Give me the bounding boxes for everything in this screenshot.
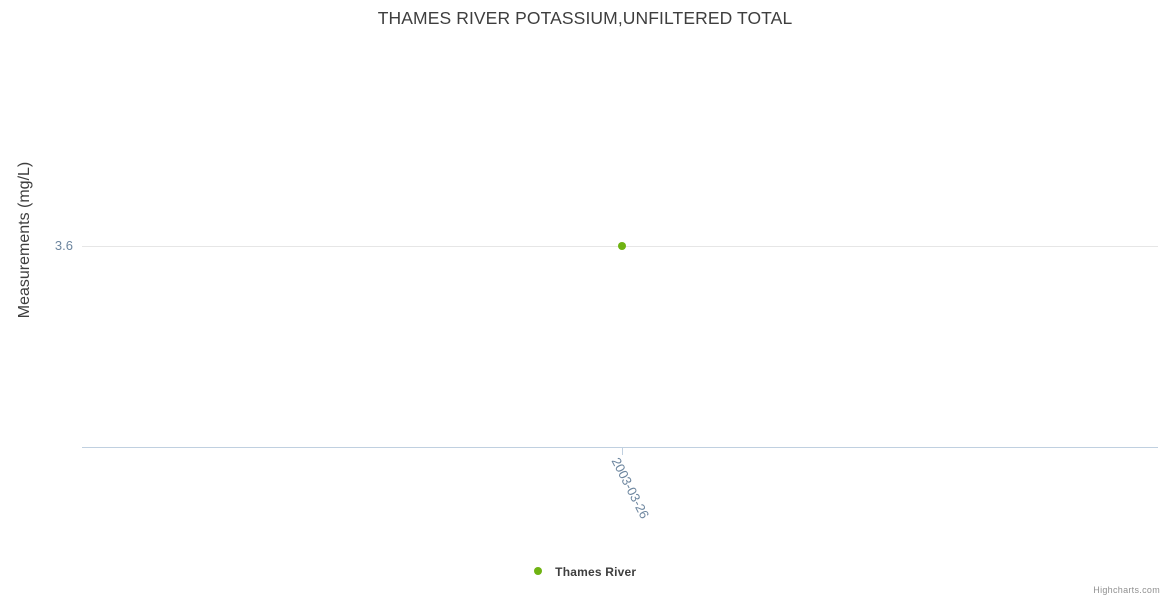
chart-title: THAMES RIVER POTASSIUM,UNFILTERED TOTAL (377, 8, 793, 28)
data-point-thames-river-2003-03-26[interactable] (618, 242, 626, 250)
highcharts-credit-link[interactable]: Highcharts.com (1093, 585, 1160, 595)
x-axis-tick-label: 2003-03-26 (608, 455, 653, 522)
x-axis-tick-mark (622, 448, 623, 455)
y-axis-title: Measurements (mg/L) (16, 161, 33, 319)
x-axis-line (82, 447, 1158, 448)
chart-legend: Thames River (0, 563, 1170, 581)
legend-item-label: Thames River (555, 564, 637, 579)
plot-area (82, 55, 1158, 447)
y-axis-tick-label: 3.6 (54, 238, 73, 253)
legend-marker-circle-icon (533, 566, 542, 575)
legend-item-thames-river[interactable]: Thames River (533, 563, 637, 581)
y-axis-title-wrapper: Measurements (mg/L) (0, 0, 33, 600)
